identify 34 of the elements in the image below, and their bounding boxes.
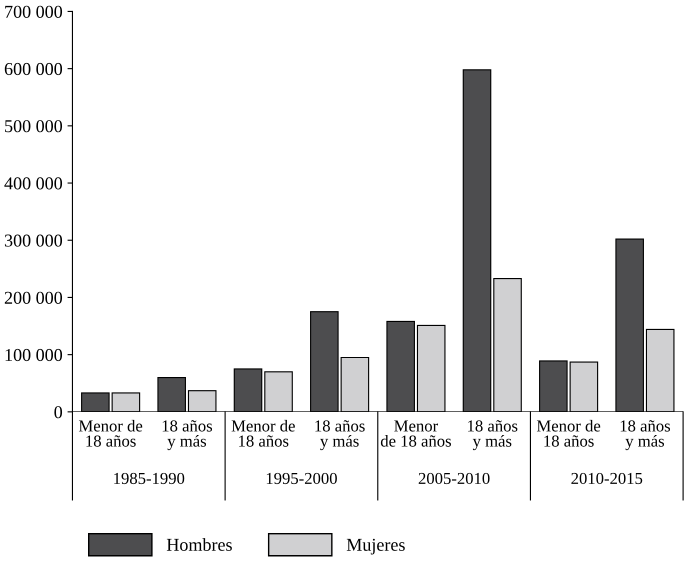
x-tick-label: 18 años y más — [162, 420, 212, 450]
bar — [416, 324, 446, 412]
bar — [340, 356, 370, 412]
y-tick-label: 200 000 — [4, 292, 62, 304]
bar — [112, 392, 140, 412]
x-tick-label: Menor de 18 años — [232, 420, 295, 447]
x-tick-label: 18 años y más — [315, 420, 365, 450]
legend-label: Mujeres — [346, 538, 405, 555]
y-tick-label: 100 000 — [6, 348, 62, 362]
y-tick-label: 600 000 — [4, 62, 62, 76]
x-tick-label: 18 años y más — [620, 420, 670, 450]
x-tick-label: Menor de 18 años — [536, 420, 600, 447]
bar — [81, 392, 110, 412]
bar — [539, 360, 568, 412]
bar — [386, 320, 415, 412]
text: 2005-2010 — [418, 472, 490, 484]
y-tick-label: 400 000 — [4, 177, 62, 190]
bar — [310, 311, 339, 412]
bar — [157, 376, 186, 412]
y-tick-label: 300 000 — [4, 234, 62, 247]
x-tick-label: Menor de 18 años — [78, 420, 142, 447]
bar — [570, 362, 598, 412]
x-tick-label: 18 años y más — [468, 420, 518, 450]
bar — [188, 390, 217, 412]
bar — [615, 238, 644, 412]
text: 1985-1990 — [114, 472, 184, 484]
text: 1995-2000 — [266, 472, 337, 484]
text: 2010-2015 — [571, 472, 642, 484]
y-tick-label: 0 — [54, 406, 62, 418]
y-tick-label: 700 000 — [5, 6, 62, 18]
y-tick-label: 500 000 — [5, 120, 62, 132]
legend-label: Hombres — [166, 538, 232, 551]
x-tick-label: Menor de 18 años — [380, 420, 451, 447]
bar — [646, 328, 674, 412]
